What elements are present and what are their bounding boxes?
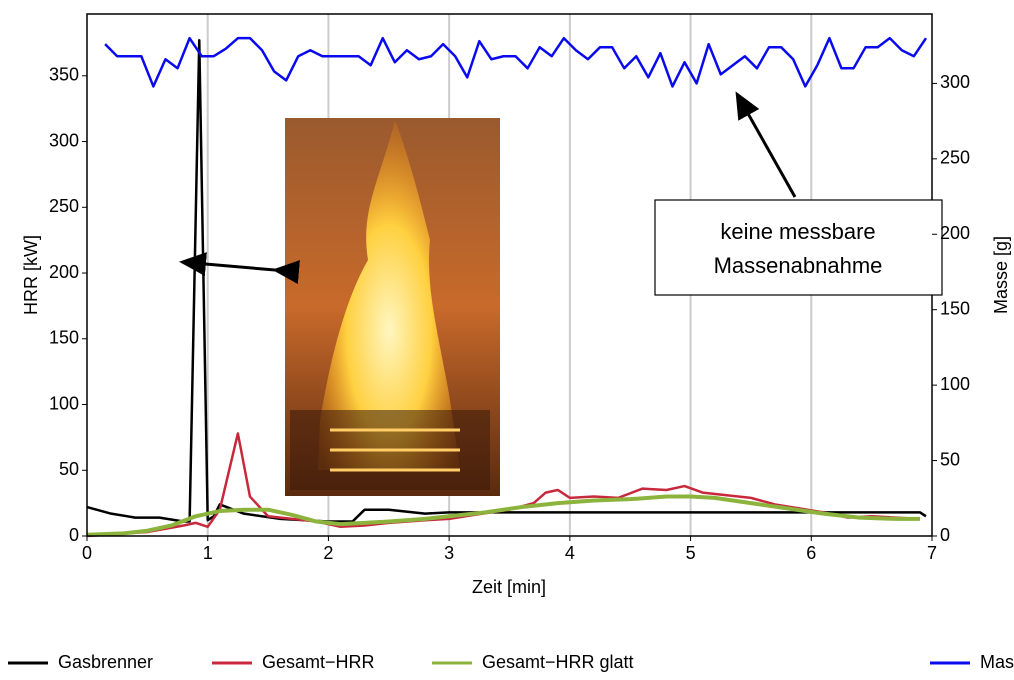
arrow (735, 91, 797, 198)
y2-tick-label: 50 (940, 449, 960, 469)
photo (285, 118, 500, 496)
y2-tick-label: 100 (940, 374, 970, 394)
arrows (179, 91, 797, 285)
legend-label: Masse (980, 652, 1014, 672)
y-tick-label: 50 (59, 459, 79, 479)
y-axis-label: HRR [kW] (21, 235, 41, 315)
x-tick-label: 6 (806, 543, 816, 563)
series-line (86, 432, 920, 538)
y-tick-label: 250 (49, 196, 79, 216)
annotation: Massenabnahme (714, 253, 883, 278)
y2-tick-label: 150 (940, 298, 970, 318)
x-tick-label: 0 (82, 543, 92, 563)
x-tick-label: 5 (686, 543, 696, 563)
plot-lines (86, 36, 927, 538)
y2-tick-label: 0 (940, 525, 950, 545)
arrow (179, 252, 300, 285)
y2-tick-label: 250 (940, 148, 970, 168)
series-line (86, 494, 920, 537)
y-tick-label: 150 (49, 328, 79, 348)
y-tick-label: 300 (49, 130, 79, 150)
annotation-box (654, 199, 943, 296)
legend-label: Gesamt−HRR (262, 652, 375, 672)
legend-label: Gesamt−HRR glatt (482, 652, 634, 672)
x-tick-label: 7 (927, 543, 937, 563)
y-tick-label: 100 (49, 393, 79, 413)
flame (318, 120, 460, 470)
y2-axis-label: Masse [g] (991, 236, 1011, 314)
y-tick-label: 0 (69, 525, 79, 545)
x-tick-label: 4 (565, 543, 575, 563)
x-axis-label: Zeit [min] (472, 577, 546, 597)
legend-label: Gasbrenner (58, 652, 153, 672)
y-tick-label: 350 (49, 65, 79, 85)
series-line (104, 36, 927, 88)
annotation: keine messbare (720, 219, 875, 244)
y-tick-label: 200 (49, 262, 79, 282)
series-line (86, 39, 927, 523)
x-tick-label: 2 (323, 543, 333, 563)
x-tick-label: 1 (203, 543, 213, 563)
y2-tick-label: 300 (940, 72, 970, 92)
x-tick-label: 3 (444, 543, 454, 563)
crib-glow (330, 428, 460, 472)
y2-tick-label: 200 (940, 223, 970, 243)
